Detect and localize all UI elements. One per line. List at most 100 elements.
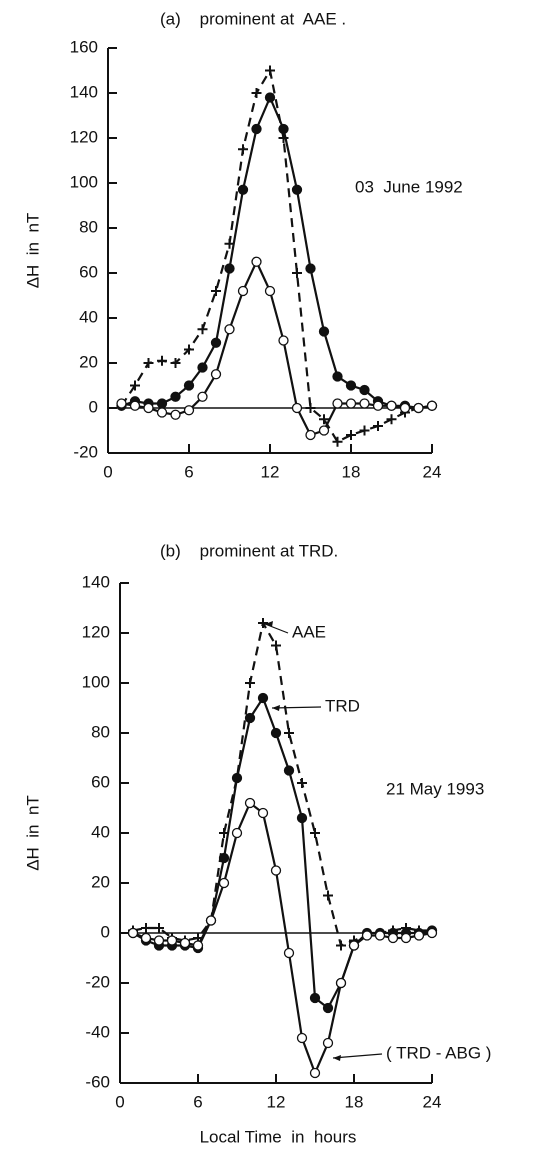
y-tick-label: 100 [70,172,98,191]
filled-marker [183,380,195,391]
open-marker [127,927,139,939]
y-tick-label: 120 [70,127,98,146]
open-marker [218,877,230,889]
annotation-arrow [271,706,322,709]
plus-marker [141,923,151,933]
filled-marker [218,852,230,864]
open-marker [224,324,235,335]
filled-marker [251,123,262,135]
open-marker [426,400,438,411]
series-line [132,801,433,1076]
y-tick-label: 60 [91,772,110,791]
open-marker [251,256,262,267]
filled-marker [345,380,357,391]
open-marker [348,940,360,951]
annotation: 03 June 1992 [355,177,463,196]
filled-marker [224,263,235,274]
annotation: 21 May 1993 [386,779,484,798]
open-marker [291,402,303,414]
plus-marker [258,618,268,628]
open-marker [413,930,425,941]
filled-marker [332,371,343,382]
open-marker [244,797,256,809]
filled-marker [359,384,370,396]
plus-marker [346,430,356,440]
x-tick-label: 0 [115,1092,124,1111]
x-tick-label: 18 [342,462,361,481]
x-tick-label: 6 [184,462,193,481]
open-marker [140,932,152,944]
filled-marker [278,123,289,135]
y-tick-label: -40 [85,1022,110,1041]
plus-marker [278,133,289,143]
open-marker [400,932,412,944]
plus-marker [211,286,221,296]
open-marker [237,285,249,297]
series-line [120,67,433,444]
filled-marker [305,263,316,274]
y-axis-label: ΔH in nT [23,213,42,289]
open-marker [129,400,141,411]
open-marker [322,1037,334,1049]
y-tick-label: 40 [91,822,110,841]
filled-marker [170,391,181,402]
filled-marker [210,337,222,348]
y-tick-label: 140 [70,82,98,101]
plus-marker [130,380,140,391]
open-marker [345,398,357,409]
plus-marker [154,923,164,933]
plus-marker [386,414,397,425]
open-marker [305,429,316,441]
open-marker [170,409,181,420]
plus-marker [184,344,194,355]
plus-marker [251,88,262,98]
open-marker [197,391,208,402]
y-tick-label: 60 [79,262,98,281]
x-tick-label: 12 [261,462,280,481]
plus-marker [143,358,154,368]
open-marker [179,937,191,949]
chart-title: (b) prominent at TRD. [160,541,338,560]
filled-marker [283,765,295,776]
plus-marker [245,678,255,688]
y-tick-label: 160 [70,37,98,56]
plus-marker [373,421,383,431]
x-tick-label: 18 [345,1092,364,1111]
filled-marker [257,692,269,704]
filled-marker [197,362,208,373]
plus-marker [271,640,281,651]
y-tick-label: 0 [89,397,98,416]
y-tick-label: 20 [79,352,98,371]
plus-marker [238,144,248,155]
arrow-head [333,1055,341,1061]
open-marker [257,807,269,819]
open-marker [270,865,282,876]
plus-marker [197,324,208,335]
x-tick-label: 24 [423,1092,442,1111]
series-line [121,259,433,437]
filled-marker [318,326,330,337]
plus-marker [310,828,320,838]
open-marker [210,369,222,380]
x-tick-label: 12 [267,1092,286,1111]
open-marker [387,932,399,944]
open-marker [156,407,168,418]
plus-marker [323,890,333,901]
filled-marker [309,992,321,1004]
open-marker [413,402,424,414]
filled-marker [244,712,256,724]
open-marker [359,398,370,409]
plus-marker [332,436,343,447]
filled-marker [156,398,168,409]
arrow-head [272,705,280,711]
filled-marker [296,812,308,824]
plus-marker [292,268,302,278]
plus-marker [170,358,181,368]
y-tick-label: 0 [101,922,110,941]
x-tick-label: 0 [103,462,112,481]
open-marker [332,398,343,409]
open-marker [166,935,178,946]
x-tick-label: 6 [193,1092,202,1111]
y-tick-label: 80 [79,217,98,236]
y-tick-label: -60 [85,1072,110,1091]
